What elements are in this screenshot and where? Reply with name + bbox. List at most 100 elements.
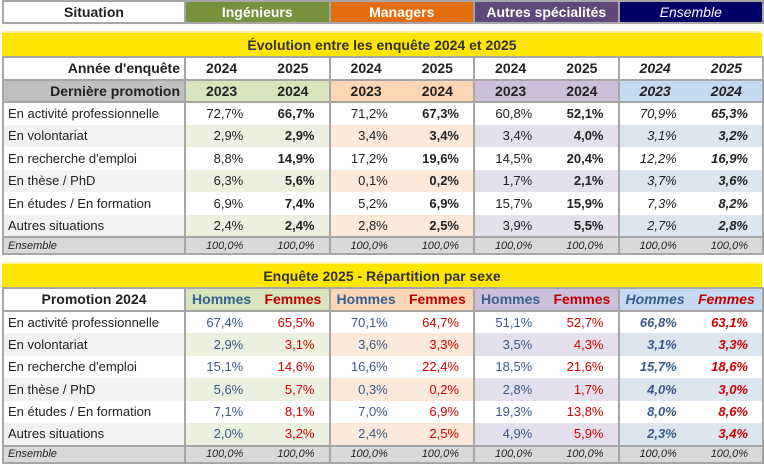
value-cell: 7,1% bbox=[183, 400, 258, 423]
promo-cell: 2023 bbox=[328, 78, 402, 103]
value-cell: 7,4% bbox=[257, 192, 330, 215]
table-row: En thèse / PhD 5,6% 5,7% 0,3% 0,2% 2,8% 1,7% 4,… bbox=[2, 378, 764, 401]
group-header: Situation Ingénieurs Managers Autres spé… bbox=[2, 0, 764, 24]
value-cell: 8,6% bbox=[690, 400, 764, 423]
year-cell: 2024 bbox=[472, 56, 547, 81]
value-cell: 15,7% bbox=[472, 192, 547, 215]
value-cell: 66,7% bbox=[257, 102, 330, 125]
value-cell: 0,3% bbox=[328, 378, 402, 401]
value-cell: 51,1% bbox=[472, 310, 547, 333]
total-label: Ensemble bbox=[2, 236, 185, 255]
value-cell: 4,0% bbox=[546, 124, 619, 147]
value-cell: 1,7% bbox=[472, 169, 547, 192]
value-cell: 2,8% bbox=[328, 214, 402, 237]
value-cell: 52,1% bbox=[546, 102, 619, 125]
value-cell: 3,9% bbox=[472, 214, 547, 237]
row-label: En thèse / PhD bbox=[2, 169, 185, 192]
table-row: Autres situations 2,4% 2,4% 2,8% 2,5% 3,9% 5,5… bbox=[2, 214, 764, 237]
value-cell: 8,2% bbox=[690, 192, 764, 215]
total-cell: 100,0% bbox=[328, 236, 402, 255]
row-label: En volontariat bbox=[2, 124, 185, 147]
table-row: En thèse / PhD 6,3% 5,6% 0,1% 0,2% 1,7% 2,1% 3,… bbox=[2, 169, 764, 192]
value-cell: 5,2% bbox=[328, 192, 402, 215]
promo-cell: 2023 bbox=[472, 78, 547, 103]
value-cell: 22,4% bbox=[401, 355, 474, 378]
value-cell: 7,0% bbox=[328, 400, 402, 423]
value-cell: 15,1% bbox=[183, 355, 258, 378]
total-cell: 100,0% bbox=[257, 236, 330, 255]
value-cell: 2,4% bbox=[183, 214, 258, 237]
total-row: Ensemble 100,0% 100,0% 100,0% 100,0% 100,0% 10… bbox=[2, 236, 764, 255]
value-cell: 8,1% bbox=[257, 400, 330, 423]
value-cell: 52,7% bbox=[546, 310, 619, 333]
value-cell: 15,7% bbox=[617, 355, 691, 378]
value-cell: 3,1% bbox=[617, 333, 691, 356]
table-row: En études / En formation 7,1% 8,1% 7,0% 6,9%… bbox=[2, 400, 764, 423]
value-cell: 3,3% bbox=[690, 333, 764, 356]
row-label: En études / En formation bbox=[2, 400, 185, 423]
value-cell: 16,6% bbox=[328, 355, 402, 378]
value-cell: 67,4% bbox=[183, 310, 258, 333]
value-cell: 67,3% bbox=[401, 102, 474, 125]
value-cell: 72,7% bbox=[183, 102, 258, 125]
table-row: En études / En formation 6,9% 7,4% 5,2% 6,9%… bbox=[2, 192, 764, 215]
promo-cell: 2024 bbox=[546, 78, 619, 103]
value-cell: 14,9% bbox=[257, 147, 330, 170]
value-cell: 7,3% bbox=[617, 192, 691, 215]
table-row: En volontariat 2,9% 3,1% 3,6% 3,3% 3,5% 4,3% 3,… bbox=[2, 333, 764, 356]
value-cell: 63,1% bbox=[690, 310, 764, 333]
promo-label: Promotion 2024 bbox=[2, 287, 185, 312]
total-cell: 100,0% bbox=[546, 236, 619, 255]
value-cell: 2,8% bbox=[472, 378, 547, 401]
femmes-header: Femmes bbox=[257, 287, 330, 312]
total-cell: 100,0% bbox=[690, 444, 764, 464]
value-cell: 65,5% bbox=[257, 310, 330, 333]
hommes-header: Hommes bbox=[183, 287, 258, 312]
femmes-header: Femmes bbox=[401, 287, 474, 312]
value-cell: 5,9% bbox=[546, 423, 619, 446]
value-cell: 66,8% bbox=[617, 310, 691, 333]
group-ingenieurs: Ingénieurs bbox=[184, 0, 331, 24]
promo-cell: 2024 bbox=[401, 78, 474, 103]
row-label: Autres situations bbox=[2, 423, 185, 446]
total-cell: 100,0% bbox=[690, 236, 764, 255]
total-cell: 100,0% bbox=[401, 444, 474, 464]
value-cell: 14,5% bbox=[472, 147, 547, 170]
table-row: En activité professionnelle 67,4% 65,5% 70,… bbox=[2, 310, 764, 333]
femmes-header: Femmes bbox=[690, 287, 764, 312]
value-cell: 2,5% bbox=[401, 214, 474, 237]
sexe-title: Enquête 2025 - Répartition par sexe bbox=[2, 262, 762, 287]
value-cell: 13,8% bbox=[546, 400, 619, 423]
value-cell: 71,2% bbox=[328, 102, 402, 125]
value-cell: 70,1% bbox=[328, 310, 402, 333]
value-cell: 2,5% bbox=[401, 423, 474, 446]
value-cell: 3,4% bbox=[690, 423, 764, 446]
value-cell: 4,3% bbox=[546, 333, 619, 356]
value-cell: 3,2% bbox=[690, 124, 764, 147]
promo-label: Dernière promotion bbox=[2, 78, 185, 103]
value-cell: 0,1% bbox=[328, 169, 402, 192]
year-cell: 2024 bbox=[183, 56, 258, 81]
row-label: En recherche d'emploi bbox=[2, 147, 185, 170]
value-cell: 6,9% bbox=[401, 192, 474, 215]
value-cell: 2,9% bbox=[183, 124, 258, 147]
value-cell: 19,6% bbox=[401, 147, 474, 170]
row-label: En volontariat bbox=[2, 333, 185, 356]
value-cell: 2,7% bbox=[617, 214, 691, 237]
total-cell: 100,0% bbox=[472, 444, 547, 464]
row-label: En activité professionnelle bbox=[2, 310, 185, 333]
value-cell: 3,2% bbox=[257, 423, 330, 446]
total-cell: 100,0% bbox=[472, 236, 547, 255]
year-cell: 2025 bbox=[546, 56, 619, 81]
value-cell: 6,9% bbox=[401, 400, 474, 423]
hommes-header: Hommes bbox=[328, 287, 402, 312]
situation-header: Situation bbox=[2, 0, 186, 24]
value-cell: 5,7% bbox=[257, 378, 330, 401]
table-row: En activité professionnelle 72,7% 66,7% 71,… bbox=[2, 102, 764, 125]
promo-cell: 2024 bbox=[257, 78, 330, 103]
value-cell: 6,3% bbox=[183, 169, 258, 192]
value-cell: 2,3% bbox=[617, 423, 691, 446]
total-cell: 100,0% bbox=[546, 444, 619, 464]
total-cell: 100,0% bbox=[401, 236, 474, 255]
value-cell: 5,5% bbox=[546, 214, 619, 237]
